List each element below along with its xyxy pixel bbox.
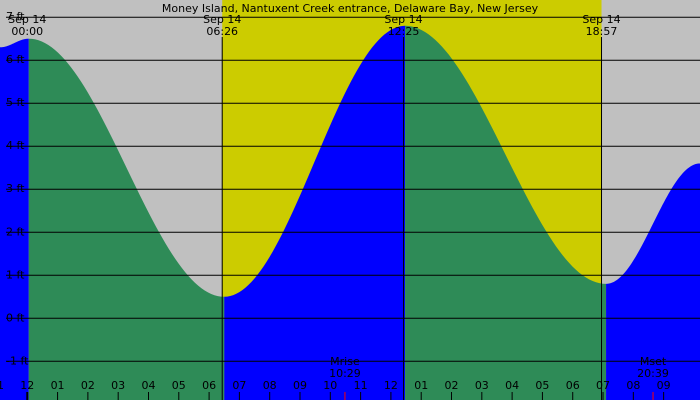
y-tick-label: 1 ft (6, 268, 25, 281)
gridlines (6, 16, 700, 362)
y-tick-label: 6 ft (6, 53, 25, 66)
chart-title: Money Island, Nantuxent Creek entrance, … (162, 2, 539, 15)
y-tick-label: -1 ft (6, 354, 29, 367)
hour-label: 03 (111, 379, 125, 392)
y-tick-labels: -1 ft 0 ft 1 ft 2 ft 3 ft 4 ft 5 ft 6 ft 7 ft (6, 10, 29, 367)
hour-axis: 11 12 01 02 03 04 05 06 07 08 09 10 11 12 01 02 03 04 05 06… (0, 379, 671, 400)
tide-curve-layer (0, 25, 700, 400)
hour-label: 01 (51, 379, 65, 392)
falling-tide-segment (405, 25, 607, 400)
time-label-time: 18:57 (586, 25, 618, 38)
hour-label: 12 (20, 379, 34, 392)
hour-label: 02 (81, 379, 95, 392)
time-label-date: Sep 14 (582, 13, 620, 26)
time-label-date: Sep 14 (203, 13, 241, 26)
hour-label: 07 (232, 379, 246, 392)
moon-event-label: Mset (640, 355, 667, 368)
rising-tide-segment (0, 38, 29, 400)
rising-tide-segment (224, 25, 406, 400)
time-label-time: 06:26 (206, 25, 238, 38)
hour-label: 12 (384, 379, 398, 392)
hour-label: 09 (293, 379, 307, 392)
hour-label: 06 (566, 379, 580, 392)
y-tick-label: 0 ft (6, 311, 25, 324)
y-tick-label: 3 ft (6, 182, 25, 195)
hour-label: 10 (323, 379, 337, 392)
time-label-time: 00:00 (11, 25, 43, 38)
falling-tide-segment (28, 38, 225, 400)
time-label-time: 12:25 (388, 25, 420, 38)
hour-label: 02 (445, 379, 459, 392)
hour-label: 04 (141, 379, 155, 392)
hour-label: 05 (535, 379, 549, 392)
y-tick-label: 4 ft (6, 139, 25, 152)
hour-label: 08 (626, 379, 640, 392)
hour-label: 11 (0, 379, 4, 392)
time-label-date: Sep 14 (384, 13, 422, 26)
moon-event-label: Mrise (330, 355, 360, 368)
hour-label: 05 (172, 379, 186, 392)
y-tick-label: 5 ft (6, 96, 25, 109)
hour-label: 07 (596, 379, 610, 392)
hour-label: 04 (505, 379, 519, 392)
hour-label: 09 (657, 379, 671, 392)
y-tick-label: 2 ft (6, 225, 25, 238)
time-label-date: Sep 14 (8, 13, 46, 26)
hour-label: 11 (354, 379, 368, 392)
moon-event-time: 10:29 (329, 367, 361, 380)
hour-label: 01 (414, 379, 428, 392)
rising-tide-segment (606, 163, 700, 400)
hour-label: 08 (263, 379, 277, 392)
moon-event-time: 20:39 (637, 367, 669, 380)
y-tick-label: 7 ft (6, 10, 25, 23)
hour-label: 06 (202, 379, 216, 392)
hour-label: 03 (475, 379, 489, 392)
